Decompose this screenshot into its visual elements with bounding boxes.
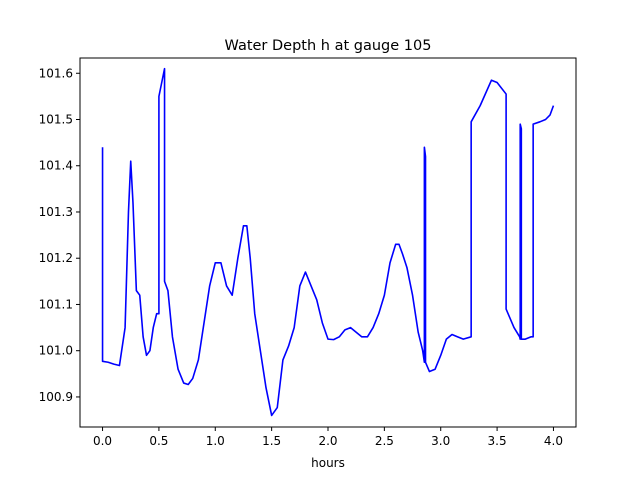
y-tick-label: 101.5 [39,113,73,127]
x-axis-label: hours [311,456,345,470]
x-tick-label: 1.0 [206,434,225,448]
y-axis-ticks: 100.9 101.0 101.1 101.2 101.3 101.4 101.5 101.6 [39,66,80,404]
y-tick-label: 101.2 [39,251,73,265]
y-tick-label: 101.3 [39,205,73,219]
x-tick-label: 2.0 [318,434,337,448]
x-tick-label: 0.5 [149,434,168,448]
y-tick-label: 101.4 [39,159,73,173]
x-tick-label: 3.0 [431,434,450,448]
y-tick-label: 101.1 [39,297,73,311]
x-tick-label: 0.0 [93,434,112,448]
x-tick-label: 2.5 [375,434,394,448]
series-line-0 [101,67,555,417]
y-tick-label: 101.0 [39,344,73,358]
x-axis-ticks: 0.0 0.5 1.0 1.5 2.0 2.5 3.0 3.5 4.0 [93,427,563,448]
y-tick-label: 101.6 [39,66,73,80]
x-tick-label: 3.5 [488,434,507,448]
x-tick-label: 1.5 [262,434,281,448]
chart-title: Water Depth h at gauge 105 [225,38,432,54]
y-tick-label: 100.9 [39,390,73,404]
x-tick-label: 4.0 [544,434,563,448]
